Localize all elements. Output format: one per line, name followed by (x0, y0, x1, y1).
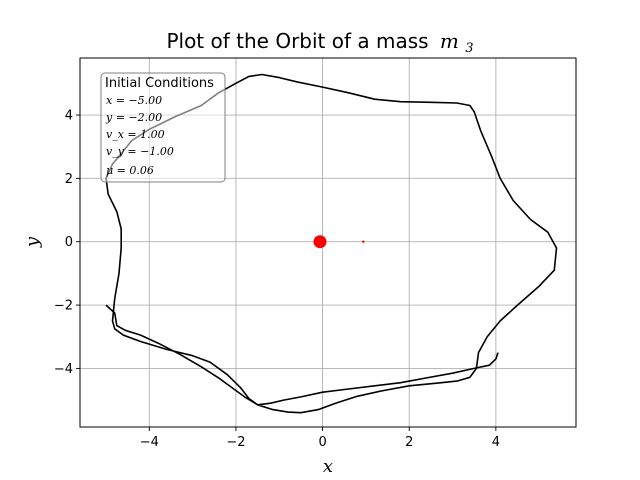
initial-condition-y: y = −2.00 (105, 111, 162, 124)
plot-area: −4 −2 0 2 4 −4 −2 0 2 4 (54, 57, 577, 450)
chart-title: Plot of the Orbit of a mass m 3 (166, 29, 473, 56)
y-tick-label: −2 (54, 299, 73, 314)
initial-condition-vx: v_x = 1.00 (106, 128, 165, 141)
x-tick-label: 2 (405, 435, 413, 450)
bodies-layer (313, 235, 365, 249)
y-axis-label: y (22, 236, 43, 248)
x-axis-label: x (323, 456, 333, 477)
small-mass-marker (362, 240, 365, 243)
x-tick-label: −2 (226, 435, 245, 450)
y-tick-label: 4 (65, 109, 73, 124)
chart-title-math-sub: 3 (465, 41, 473, 56)
initial-conditions-box: Initial Conditions x = −5.00 y = −2.00 v… (100, 72, 226, 183)
orbit-layer (105, 73, 558, 414)
initial-condition-x: x = −5.00 (106, 94, 162, 107)
chart-title-math-base: m (440, 29, 459, 53)
large-mass-marker (313, 235, 327, 249)
initial-condition-mu: μ = 0.06 (106, 164, 154, 177)
orbit-path (105, 73, 558, 414)
x-ticks: −4 −2 0 2 4 (140, 427, 500, 450)
y-ticks: −4 −2 0 2 4 (54, 109, 80, 377)
chart-title-text: Plot of the Orbit of a mass (166, 29, 428, 53)
x-tick-label: 4 (492, 435, 500, 450)
initial-conditions-title: Initial Conditions (105, 76, 214, 91)
initial-conditions-frame (100, 72, 226, 183)
x-tick-label: −4 (140, 435, 159, 450)
initial-condition-vy: v_y = −1.00 (106, 145, 174, 158)
plot-frame (79, 57, 577, 428)
y-tick-label: 2 (65, 172, 73, 187)
y-tick-label: 0 (65, 235, 73, 250)
x-tick-label: 0 (318, 435, 326, 450)
y-tick-label: −4 (54, 362, 73, 377)
